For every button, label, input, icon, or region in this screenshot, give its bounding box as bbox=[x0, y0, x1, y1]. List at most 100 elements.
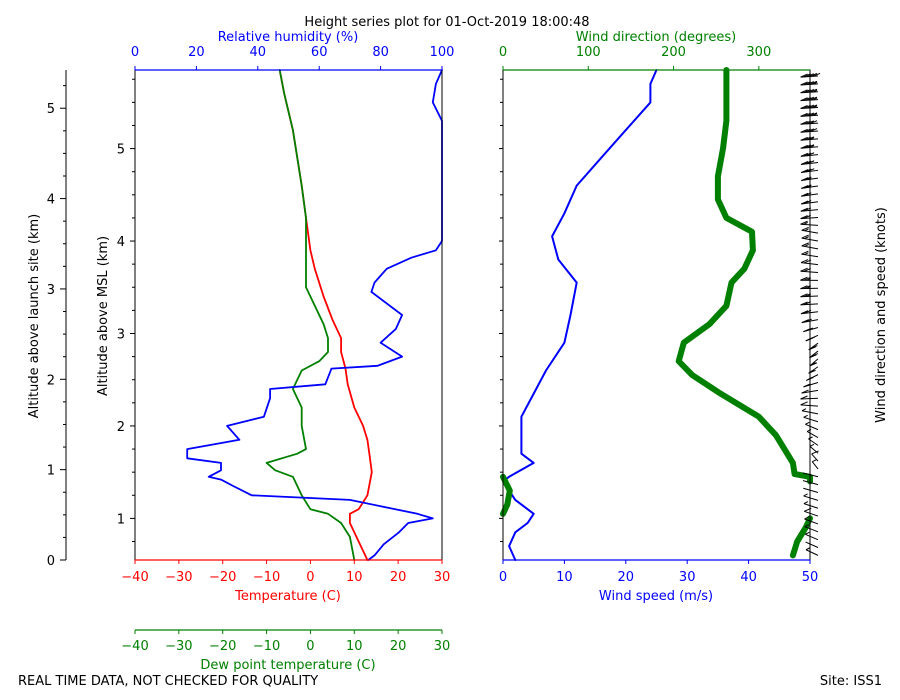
wind-barb-feather bbox=[804, 318, 812, 323]
wind-barb-half-feather bbox=[804, 516, 809, 520]
wind-direction-tick-label: 0 bbox=[499, 45, 507, 60]
wind-barb-feather bbox=[801, 250, 809, 255]
wind-bottom-axis-label: Wind speed (m/s) bbox=[599, 589, 713, 604]
wind-barb-staff bbox=[800, 138, 819, 141]
wind-direction-line bbox=[675, 67, 813, 485]
wind-barb-staff bbox=[800, 404, 819, 407]
wind-barb-feather bbox=[800, 128, 808, 133]
dewpoint-line bbox=[265, 69, 356, 561]
dewpoint-tick-label: −40 bbox=[121, 639, 148, 654]
temperature-tick-label: 0 bbox=[306, 570, 314, 585]
wind-barb-feather bbox=[809, 96, 818, 101]
wind-barb-feather bbox=[809, 354, 817, 359]
wind-barb-half-feather bbox=[804, 243, 809, 247]
wind-barb-staff bbox=[806, 431, 819, 438]
wind-barb-staff bbox=[800, 295, 819, 298]
barbs-axis-label: Wind direction and speed (knots) bbox=[874, 207, 889, 423]
wind-barb-half-feather bbox=[805, 531, 810, 535]
wind-barb-feather bbox=[800, 200, 809, 205]
inner-y-axis-label: Altitude above MSL (km) bbox=[96, 236, 111, 396]
temperature-tick-label: −30 bbox=[165, 570, 192, 585]
wind-barb-staff bbox=[805, 533, 819, 541]
wind-barb-feather bbox=[810, 353, 819, 358]
wind-barb-half-feather bbox=[804, 236, 809, 240]
thermo-bottom2-axis-label: Dew point temperature (C) bbox=[200, 658, 375, 673]
dewpoint-tick-label: −30 bbox=[165, 639, 192, 654]
quality-disclaimer: REAL TIME DATA, NOT CHECKED FOR QUALITY bbox=[18, 674, 319, 689]
wind-barb-staff bbox=[804, 510, 819, 517]
site-label: Site: ISS1 bbox=[819, 674, 882, 689]
wind-barb-feather bbox=[801, 319, 809, 324]
wind-barb-feather bbox=[806, 152, 815, 157]
wind-barb-half-feather bbox=[812, 81, 818, 85]
wind-barb-feather bbox=[800, 395, 808, 400]
wind-barb-staff bbox=[800, 209, 819, 212]
wind-speed-line bbox=[502, 69, 658, 561]
wind-barb-feather bbox=[800, 144, 808, 149]
wind-barb-staff bbox=[803, 416, 819, 423]
outer-y-tick-label: 1 bbox=[47, 464, 55, 479]
thermo-top-axis-label: Relative humidity (%) bbox=[218, 30, 359, 45]
wind-barb-feather bbox=[800, 73, 808, 78]
wind-barb-feather bbox=[803, 293, 811, 298]
wind-barb-feather bbox=[807, 168, 815, 173]
wind-barb-staff bbox=[800, 91, 819, 94]
thermo-bottom-axis-label: Temperature (C) bbox=[234, 589, 341, 604]
wind-barb-feather bbox=[809, 80, 818, 85]
humidity-tick-label: 80 bbox=[372, 45, 389, 60]
wind-barb-feather bbox=[801, 234, 809, 239]
wind-barb-half-feather bbox=[805, 547, 811, 551]
wind-speed-tick-label: 50 bbox=[802, 570, 819, 585]
wind-barb-feather bbox=[800, 120, 808, 125]
wind-barb-staff bbox=[800, 83, 819, 86]
wind-barb-half-feather bbox=[809, 443, 815, 447]
wind-barb-half-feather bbox=[809, 137, 815, 140]
dewpoint-tick-label: 30 bbox=[434, 639, 451, 654]
humidity-tick-label: 20 bbox=[188, 45, 205, 60]
wind-barb-staff bbox=[800, 154, 819, 157]
wind-barb-half-feather bbox=[805, 421, 810, 425]
wind-barb-half-feather bbox=[801, 408, 807, 412]
wind-direction-line bbox=[500, 473, 513, 517]
wind-barb-feather bbox=[809, 362, 818, 367]
outer-y-axis-label: Altitude above launch site (km) bbox=[27, 214, 42, 418]
wind-panel bbox=[500, 67, 813, 561]
wind-barb-half-feather bbox=[812, 89, 818, 93]
wind-barb-staff bbox=[805, 423, 819, 431]
wind-barb-half-feather bbox=[803, 493, 808, 497]
wind-barb-feather bbox=[812, 72, 821, 77]
wind-barb-staff bbox=[805, 541, 819, 548]
wind-barb-feather bbox=[800, 89, 808, 94]
wind-barb-feather bbox=[800, 97, 808, 102]
wind-top-axis-label: Wind direction (degrees) bbox=[576, 30, 736, 45]
wind-speed-tick-label: 0 bbox=[499, 570, 507, 585]
wind-barb-feather bbox=[801, 184, 809, 189]
wind-barb-staff bbox=[800, 270, 819, 273]
wind-barb-staff bbox=[803, 503, 819, 509]
temperature-tick-label: −10 bbox=[253, 570, 280, 585]
thermo-panel bbox=[186, 69, 443, 561]
dewpoint-tick-label: 20 bbox=[390, 639, 407, 654]
humidity-tick-label: 40 bbox=[250, 45, 267, 60]
wind-barb-staff bbox=[800, 114, 819, 117]
wind-barb-half-feather bbox=[804, 524, 810, 528]
outer-y-tick-label: 2 bbox=[47, 373, 55, 388]
wind-barb-half-feather bbox=[808, 436, 813, 440]
wind-barb-staff bbox=[809, 358, 819, 367]
wind-barb-feather bbox=[800, 81, 808, 86]
wind-barb-half-feather bbox=[810, 369, 815, 373]
humidity-line bbox=[186, 69, 443, 561]
wind-barb-half-feather bbox=[807, 185, 812, 188]
wind-barb-feather bbox=[806, 160, 815, 165]
wind-barb-feather bbox=[800, 401, 808, 406]
wind-barb-staff bbox=[800, 75, 819, 78]
inner-y-tick-label: 3 bbox=[117, 327, 125, 342]
wind-barb-feather bbox=[800, 152, 809, 157]
wind-barb-feather bbox=[801, 192, 809, 197]
wind-speed-tick-label: 40 bbox=[740, 570, 757, 585]
wind-barb-feather bbox=[800, 301, 808, 306]
wind-barb-feather bbox=[800, 215, 808, 220]
wind-barb-feather bbox=[800, 310, 809, 315]
wind-barb-half-feather bbox=[807, 177, 812, 181]
